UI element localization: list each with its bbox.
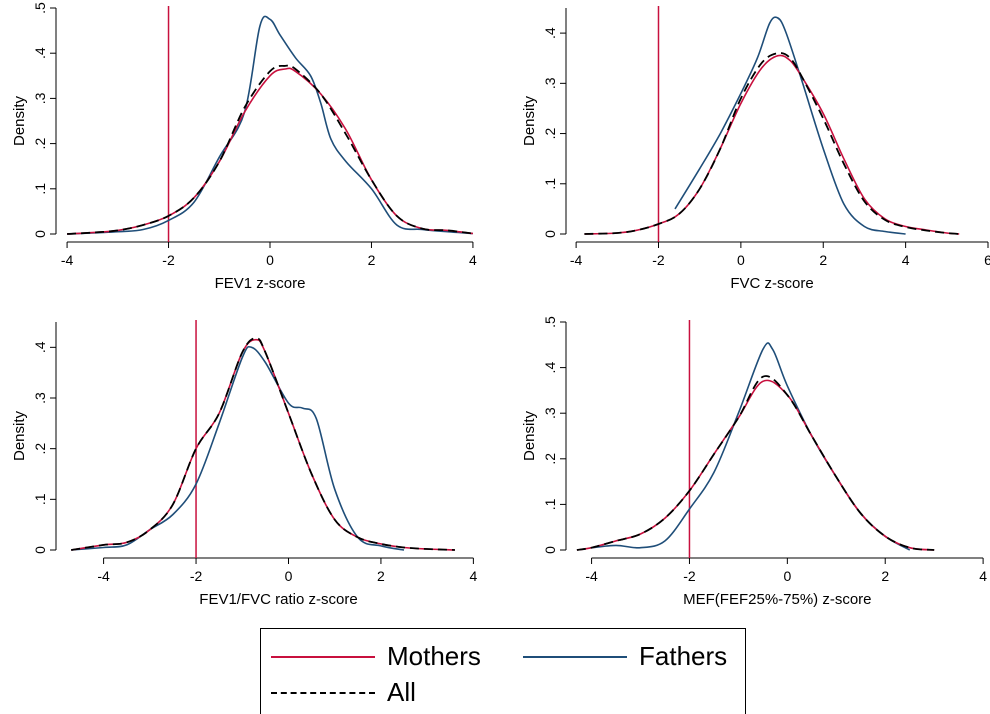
series-line-fathers bbox=[591, 342, 911, 551]
series-line-all bbox=[71, 337, 455, 551]
legend: Mothers Fathers All bbox=[260, 628, 746, 714]
x-axis-label: MEF(FEF25%-75%) z-score bbox=[683, 591, 871, 608]
y-axis-label: Density bbox=[521, 95, 538, 146]
y-tick-label: .4 bbox=[32, 341, 48, 353]
x-tick-label: -4 bbox=[97, 568, 110, 584]
legend-item-mothers: Mothers bbox=[271, 641, 481, 672]
y-tick-label: .1 bbox=[32, 183, 48, 195]
y-tick-label: .5 bbox=[32, 2, 48, 14]
series-line-all bbox=[67, 64, 474, 235]
x-axis-label: FEV1 z-score bbox=[215, 275, 306, 292]
x-tick-label: -4 bbox=[61, 252, 74, 268]
series-line-mothers bbox=[71, 338, 455, 551]
y-tick-label: .3 bbox=[542, 407, 558, 419]
y-tick-label: .2 bbox=[542, 453, 558, 465]
x-tick-label: -4 bbox=[585, 568, 598, 584]
x-tick-label: 2 bbox=[368, 252, 376, 268]
y-tick-label: .5 bbox=[542, 316, 558, 328]
series-line-all bbox=[584, 52, 960, 235]
y-tick-label: .1 bbox=[542, 178, 558, 190]
series-line-fathers bbox=[674, 16, 906, 235]
legend-item-all: All bbox=[271, 677, 416, 708]
chart-panel-4: 0 .1 .2 .3 .4 .5 -4 -2 0 2 4 Density MEF(FEF25%-75%)… bbox=[521, 316, 987, 608]
x-tick-label: 4 bbox=[469, 252, 477, 268]
series-line-all bbox=[576, 375, 935, 551]
x-tick-label: 6 bbox=[984, 252, 990, 268]
x-tick-label: 2 bbox=[881, 568, 889, 584]
legend-label-mothers: Mothers bbox=[387, 641, 481, 671]
legend-label-fathers: Fathers bbox=[639, 641, 728, 671]
y-tick-label: .2 bbox=[32, 443, 48, 455]
y-axis-label: Density bbox=[521, 410, 538, 461]
x-tick-label: 4 bbox=[469, 568, 477, 584]
chart-panel-2: 0 .1 .2 .3 .4 -4 -2 0 2 4 6 Density FVC z-score bbox=[521, 6, 990, 292]
y-tick-label: .3 bbox=[32, 392, 48, 404]
y-tick-label: .3 bbox=[542, 77, 558, 89]
y-tick-label: .4 bbox=[542, 362, 558, 374]
series-line-mothers bbox=[576, 379, 935, 551]
legend-label-all: All bbox=[387, 677, 416, 707]
x-tick-label: 4 bbox=[902, 252, 910, 268]
chart-panel-1: 0 .1 .2 .3 .4 .5 -4 -2 0 2 4 Density FEV1 z-score bbox=[11, 2, 477, 292]
x-tick-label: -2 bbox=[162, 252, 175, 268]
y-tick-label: 0 bbox=[32, 546, 48, 554]
y-tick-label: .4 bbox=[542, 27, 558, 39]
x-tick-label: -4 bbox=[570, 252, 583, 268]
x-tick-label: 0 bbox=[737, 252, 745, 268]
legend-swatch-all bbox=[271, 691, 375, 694]
x-tick-label: -2 bbox=[683, 568, 696, 584]
x-tick-label: 2 bbox=[819, 252, 827, 268]
y-tick-label: .4 bbox=[32, 47, 48, 59]
y-axis-label: Density bbox=[11, 410, 28, 461]
x-tick-label: -2 bbox=[652, 252, 665, 268]
x-tick-label: 4 bbox=[979, 568, 987, 584]
y-tick-label: 0 bbox=[542, 546, 558, 554]
y-axis-label: Density bbox=[11, 95, 28, 146]
x-tick-label: 0 bbox=[266, 252, 274, 268]
y-tick-label: 0 bbox=[542, 230, 558, 238]
y-tick-label: .2 bbox=[32, 138, 48, 150]
y-tick-label: 0 bbox=[32, 230, 48, 238]
legend-item-fathers: Fathers bbox=[523, 641, 727, 672]
chart-panel-3: 0 .1 .2 .3 .4 -4 -2 0 2 4 Density FEV1/FVC ratio z-… bbox=[11, 320, 477, 608]
x-axis-label: FEV1/FVC ratio z-score bbox=[199, 591, 357, 608]
series-line-mothers bbox=[67, 67, 473, 235]
legend-swatch-fathers bbox=[523, 655, 627, 658]
y-tick-label: .1 bbox=[32, 493, 48, 505]
x-axis-label: FVC z-score bbox=[730, 275, 813, 292]
x-tick-label: 0 bbox=[285, 568, 293, 584]
x-tick-label: 0 bbox=[783, 568, 791, 584]
series-line-mothers bbox=[584, 54, 960, 235]
series-line-fathers bbox=[71, 345, 405, 551]
y-tick-label: .2 bbox=[542, 128, 558, 140]
legend-swatch-mothers bbox=[271, 655, 375, 658]
x-tick-label: -2 bbox=[190, 568, 203, 584]
y-tick-label: .1 bbox=[542, 498, 558, 510]
series-line-fathers bbox=[67, 15, 473, 235]
y-tick-label: .3 bbox=[32, 92, 48, 104]
x-tick-label: 2 bbox=[377, 568, 385, 584]
